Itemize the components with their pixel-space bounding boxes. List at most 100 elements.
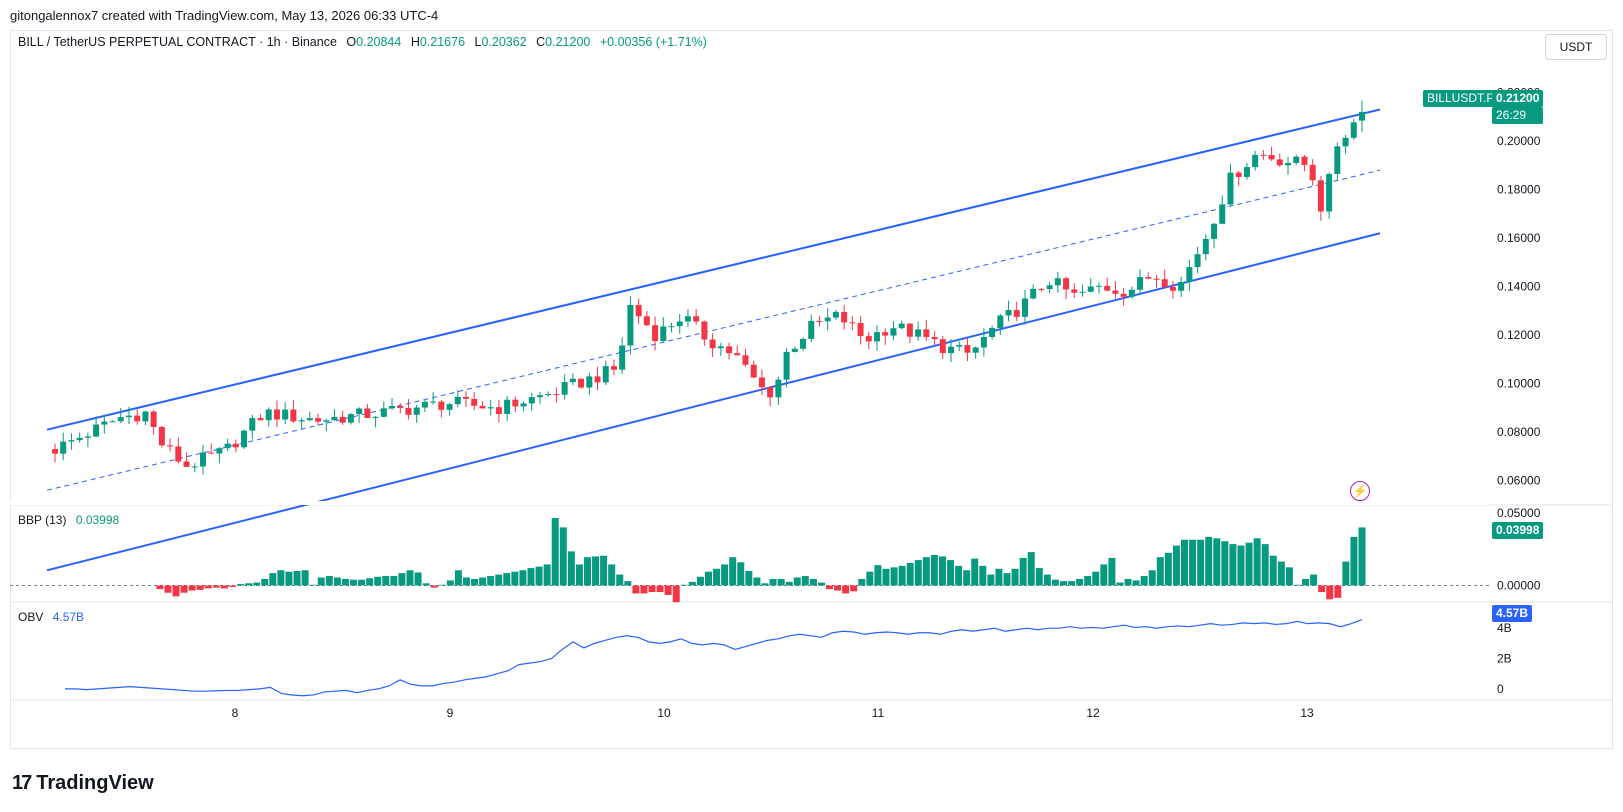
bbp-bar — [600, 555, 608, 586]
candle-body — [1260, 154, 1267, 156]
candle-body — [956, 345, 963, 347]
candle-body — [561, 382, 568, 395]
bbp-bar — [1076, 578, 1084, 586]
bbp-bar — [809, 578, 817, 586]
currency-button[interactable]: USDT — [1545, 34, 1607, 60]
candle-body — [783, 351, 790, 380]
bbp-bar — [1237, 545, 1245, 586]
bbp-bar — [1164, 552, 1172, 586]
bbp-bar — [309, 584, 317, 586]
candle-body — [536, 395, 543, 398]
candle-body — [915, 329, 922, 337]
candle-body — [454, 396, 461, 405]
bbp-bar — [632, 585, 640, 594]
bbp-bar — [1229, 544, 1237, 586]
candle-body — [405, 407, 412, 415]
bbp-bar — [955, 565, 963, 586]
candle-body — [208, 452, 215, 454]
candle-body — [989, 328, 996, 337]
bbp-bar — [430, 585, 438, 588]
candle-body — [1071, 289, 1078, 293]
bbp-bar — [285, 571, 293, 586]
price-axis-label: 0.20000 — [1497, 134, 1541, 148]
obv-legend[interactable]: OBV 4.57B — [18, 610, 84, 624]
candle-body — [479, 405, 486, 409]
candle-body — [734, 353, 741, 356]
bbp-bar — [834, 585, 842, 591]
candle-body — [249, 418, 256, 431]
candle-body — [578, 378, 585, 388]
candle-body — [652, 325, 659, 342]
bbp-bar — [1116, 582, 1124, 586]
candle-body — [282, 409, 289, 420]
bbp-bar — [1221, 541, 1229, 586]
bbp-bar — [898, 565, 906, 586]
bbp-bar — [204, 585, 212, 589]
candle-body — [372, 416, 379, 418]
price-axis-label: 0.12000 — [1497, 328, 1541, 342]
bbp-bar — [680, 584, 688, 586]
candle-body — [520, 403, 527, 407]
candle-body — [1087, 286, 1094, 292]
candle-body — [495, 407, 502, 414]
last-price-tag: 0.21200 26:29 — [1492, 90, 1544, 124]
bbp-bar — [1156, 557, 1164, 586]
attribution-line: gitongalennox7 created with TradingView.… — [10, 8, 439, 23]
bbp-bar — [1253, 538, 1261, 586]
bbp-bar — [1084, 576, 1092, 586]
bbp-bar — [325, 576, 333, 586]
low-value: 0.20362 — [481, 35, 527, 49]
bbp-bar — [317, 577, 325, 586]
bbp-bar — [1277, 561, 1285, 586]
candle-body — [191, 466, 198, 468]
candle-body — [742, 355, 749, 365]
candle-body — [273, 409, 280, 420]
candle-body — [504, 399, 511, 414]
symbol-interval[interactable]: 1h — [266, 35, 281, 49]
bbp-bar — [543, 564, 551, 586]
candle-body — [923, 329, 930, 337]
tradingview-brand[interactable]: 17 TradingView — [12, 772, 154, 795]
close-key: C — [536, 35, 546, 49]
bbp-bar — [188, 585, 196, 591]
bbp-bar — [567, 551, 575, 586]
lightning-icon[interactable]: ⚡ — [1350, 481, 1370, 501]
candle-body — [1227, 172, 1234, 205]
bbp-bar — [495, 574, 503, 586]
bbp-bar — [1172, 545, 1180, 586]
candle-body — [758, 377, 765, 388]
bbp-bar — [721, 564, 729, 586]
bbp-bar — [866, 571, 874, 586]
candle-body — [1112, 290, 1119, 294]
candle-body — [167, 445, 174, 447]
bbp-bar — [696, 576, 704, 586]
bbp-bar — [398, 573, 406, 586]
bbp-bar — [180, 585, 188, 593]
time-axis-label: 10 — [657, 706, 671, 720]
symbol-title[interactable]: BILL / TetherUS PERPETUAL CONTRACT — [18, 35, 256, 49]
candle-body — [865, 336, 872, 342]
bbp-bar — [1124, 578, 1132, 586]
candle-body — [882, 332, 889, 336]
candle-body — [1038, 288, 1045, 290]
candle-body — [150, 411, 157, 427]
candle-body — [1095, 285, 1102, 287]
bbp-bar — [817, 582, 825, 586]
bbp-bar — [358, 579, 366, 586]
candle-body — [980, 336, 987, 348]
candle-body — [1005, 310, 1012, 316]
candle-body — [1342, 137, 1349, 147]
candle-body — [750, 364, 757, 378]
bbp-bar — [1100, 564, 1108, 586]
bbp-bar — [971, 558, 979, 586]
candle-body — [1079, 291, 1086, 293]
candle-body — [175, 446, 182, 462]
candle-body — [767, 387, 774, 398]
open-value: 0.20844 — [356, 35, 402, 49]
low-key: L — [474, 35, 482, 49]
bbp-bar — [269, 573, 277, 586]
bbp-bar — [390, 576, 398, 586]
candle-body — [528, 397, 535, 404]
bbp-legend[interactable]: BBP (13) 0.03998 — [18, 513, 119, 527]
